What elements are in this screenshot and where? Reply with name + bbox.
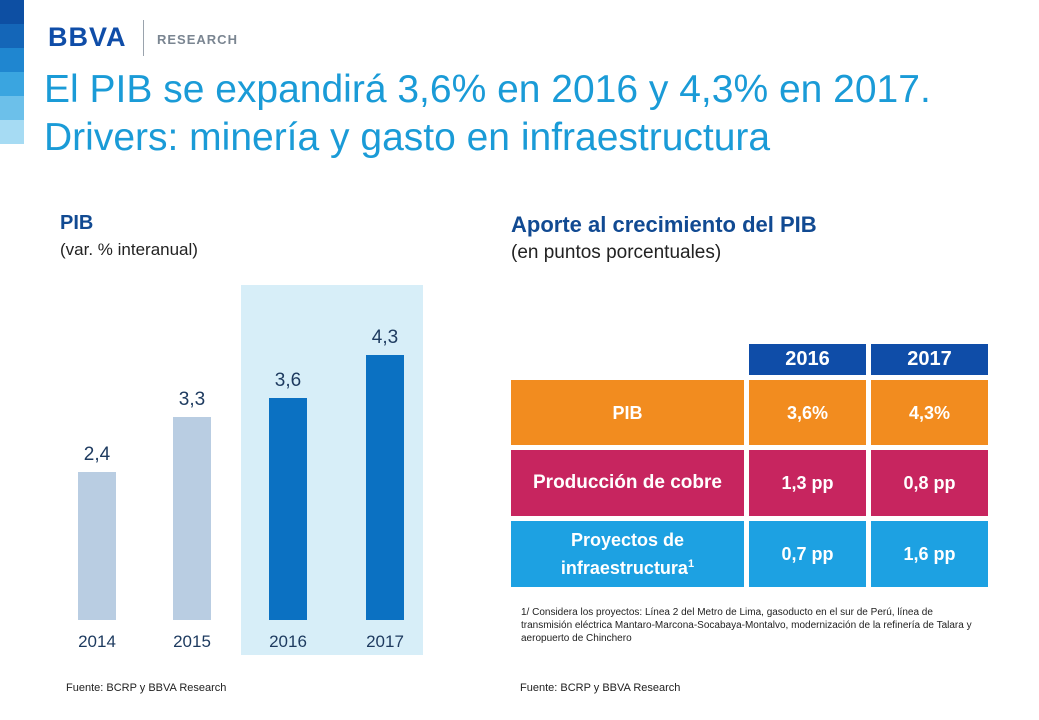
infra-label-text: Proyectos de infraestructura1 [560, 530, 695, 578]
logo-divider [143, 20, 144, 56]
stripe-block [0, 0, 24, 24]
gdp-chart-title: PIB [60, 212, 94, 234]
brand-color-stripe [0, 0, 24, 144]
bar-2015 [173, 416, 211, 620]
stripe-block [0, 48, 24, 72]
gdp-chart-subtitle: (var. % interanual) [60, 240, 198, 259]
stripe-block [0, 96, 24, 120]
bar-value-label: 3,6 [274, 370, 302, 392]
research-label: RESEARCH [157, 32, 238, 47]
slide-title: El PIB se expandirá 3,6% en 2016 y 4,3% … [44, 68, 931, 159]
contribution-title: Aporte al crecimiento del PIB [511, 212, 817, 237]
table-row-label-pib: PIB [511, 380, 744, 445]
table-cell: 3,6% [749, 380, 866, 445]
table-row-label-infra: Proyectos de infraestructura1 [511, 521, 744, 587]
bar-value-label: 2,4 [83, 444, 111, 466]
table-cell: 1,6 pp [871, 521, 988, 587]
bar-value-label: 3,3 [178, 388, 206, 410]
table-header-2016: 2016 [749, 344, 866, 375]
bbva-logo: BBVA [48, 22, 127, 52]
stripe-block [0, 72, 24, 96]
contribution-subtitle: (en puntos porcentuales) [511, 242, 722, 263]
stripe-block [0, 24, 24, 48]
table-cell: 0,7 pp [749, 521, 866, 587]
table-footnote: 1/ Considera los proyectos: Línea 2 del … [521, 607, 972, 644]
stripe-block [0, 120, 24, 144]
x-tick-label: 2015 [173, 632, 211, 651]
table-source: Fuente: BCRP y BBVA Research [520, 682, 681, 694]
bar-2014 [78, 472, 116, 620]
x-tick-label: 2016 [269, 632, 307, 651]
table-cell: 4,3% [871, 380, 988, 445]
x-tick-label: 2014 [78, 632, 116, 651]
gdp-chart-source: Fuente: BCRP y BBVA Research [66, 682, 227, 694]
table-row-label-cobre: Producción de cobre [511, 450, 744, 516]
table-cell: 1,3 pp [749, 450, 866, 516]
bar-value-label: 4,3 [371, 327, 399, 349]
bar-2017 [366, 355, 404, 620]
table-header-2017: 2017 [871, 344, 988, 375]
footnote-mark: 1 [687, 558, 695, 570]
table-cell: 0,8 pp [871, 450, 988, 516]
x-tick-label: 2017 [366, 632, 404, 651]
bar-2016 [269, 398, 307, 620]
